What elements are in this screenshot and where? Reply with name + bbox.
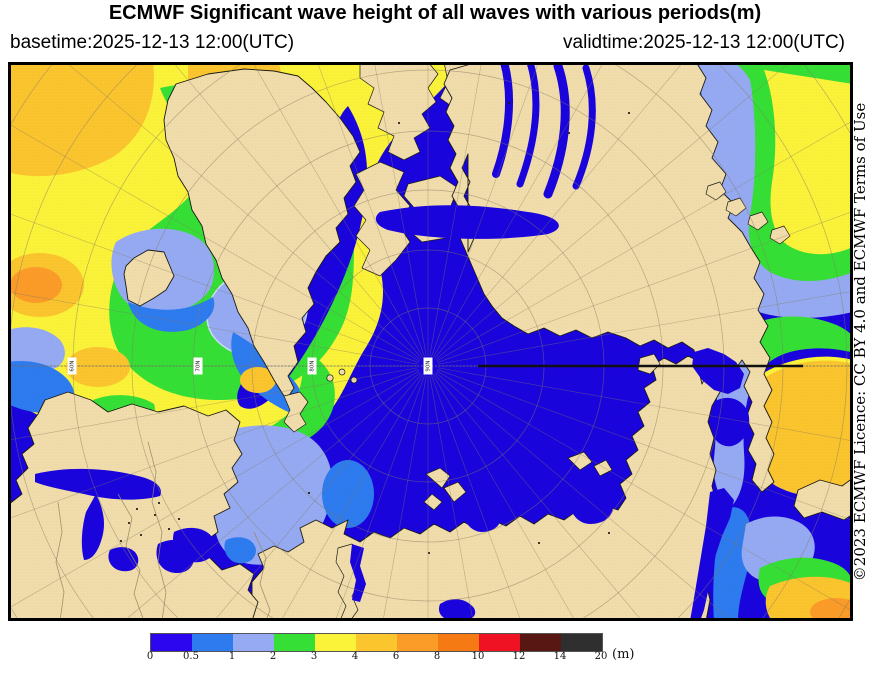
colorbar-tick-label: 8 [433,651,441,662]
colorbar-tick-label: 4 [351,651,359,662]
page-title: ECMWF Significant wave height of all wav… [108,2,762,24]
colorbar-tick-label: 2 [269,651,277,662]
halftone-overlay [8,62,853,621]
colorbar-segment [356,634,397,651]
colorbar-tick-label: 0.5 [183,651,199,662]
colorbar-tick-label: 0 [146,651,154,662]
colorbar-tick-label: 12 [512,651,526,662]
colorbar-segment [274,634,315,651]
copyright-text: ©2023 ECMWF Licence: CC BY 4.0 and ECMWF… [851,102,869,582]
colorbar-ticks: 0 0.5 1 2 3 4 6 8 10 12 14 20 [146,651,650,665]
colorbar-unit-label: (m) [612,647,635,662]
colorbar-tick-label: 3 [310,651,318,662]
colorbar-segment [151,634,192,651]
colorbar-tick-label: 6 [392,651,400,662]
colorbar-tick-label: 1 [228,651,236,662]
colorbar [150,633,603,652]
validtime-label: validtime:2025-12-13 12:00(UTC) [563,32,845,53]
basetime-label: basetime:2025-12-13 12:00(UTC) [10,32,295,53]
colorbar-tick-label: 10 [471,651,485,662]
arctic-map-svg: 60N70N80N90N [8,62,853,621]
colorbar-segment [397,634,438,651]
map-frame [8,62,853,621]
colorbar-tick-label: 14 [553,651,567,662]
colorbar-segment [520,634,561,651]
colorbar-segment [561,634,602,651]
colorbar-tick-label: 20 [594,651,608,662]
time-row: basetime:2025-12-13 12:00(UTC) validtime… [0,32,870,58]
colorbar-segment [192,634,233,651]
colorbar-segment [438,634,479,651]
colorbar-segment [479,634,520,651]
colorbar-segment [315,634,356,651]
arctic-wave-map: 60N70N80N90N [8,62,853,621]
colorbar-segment [233,634,274,651]
